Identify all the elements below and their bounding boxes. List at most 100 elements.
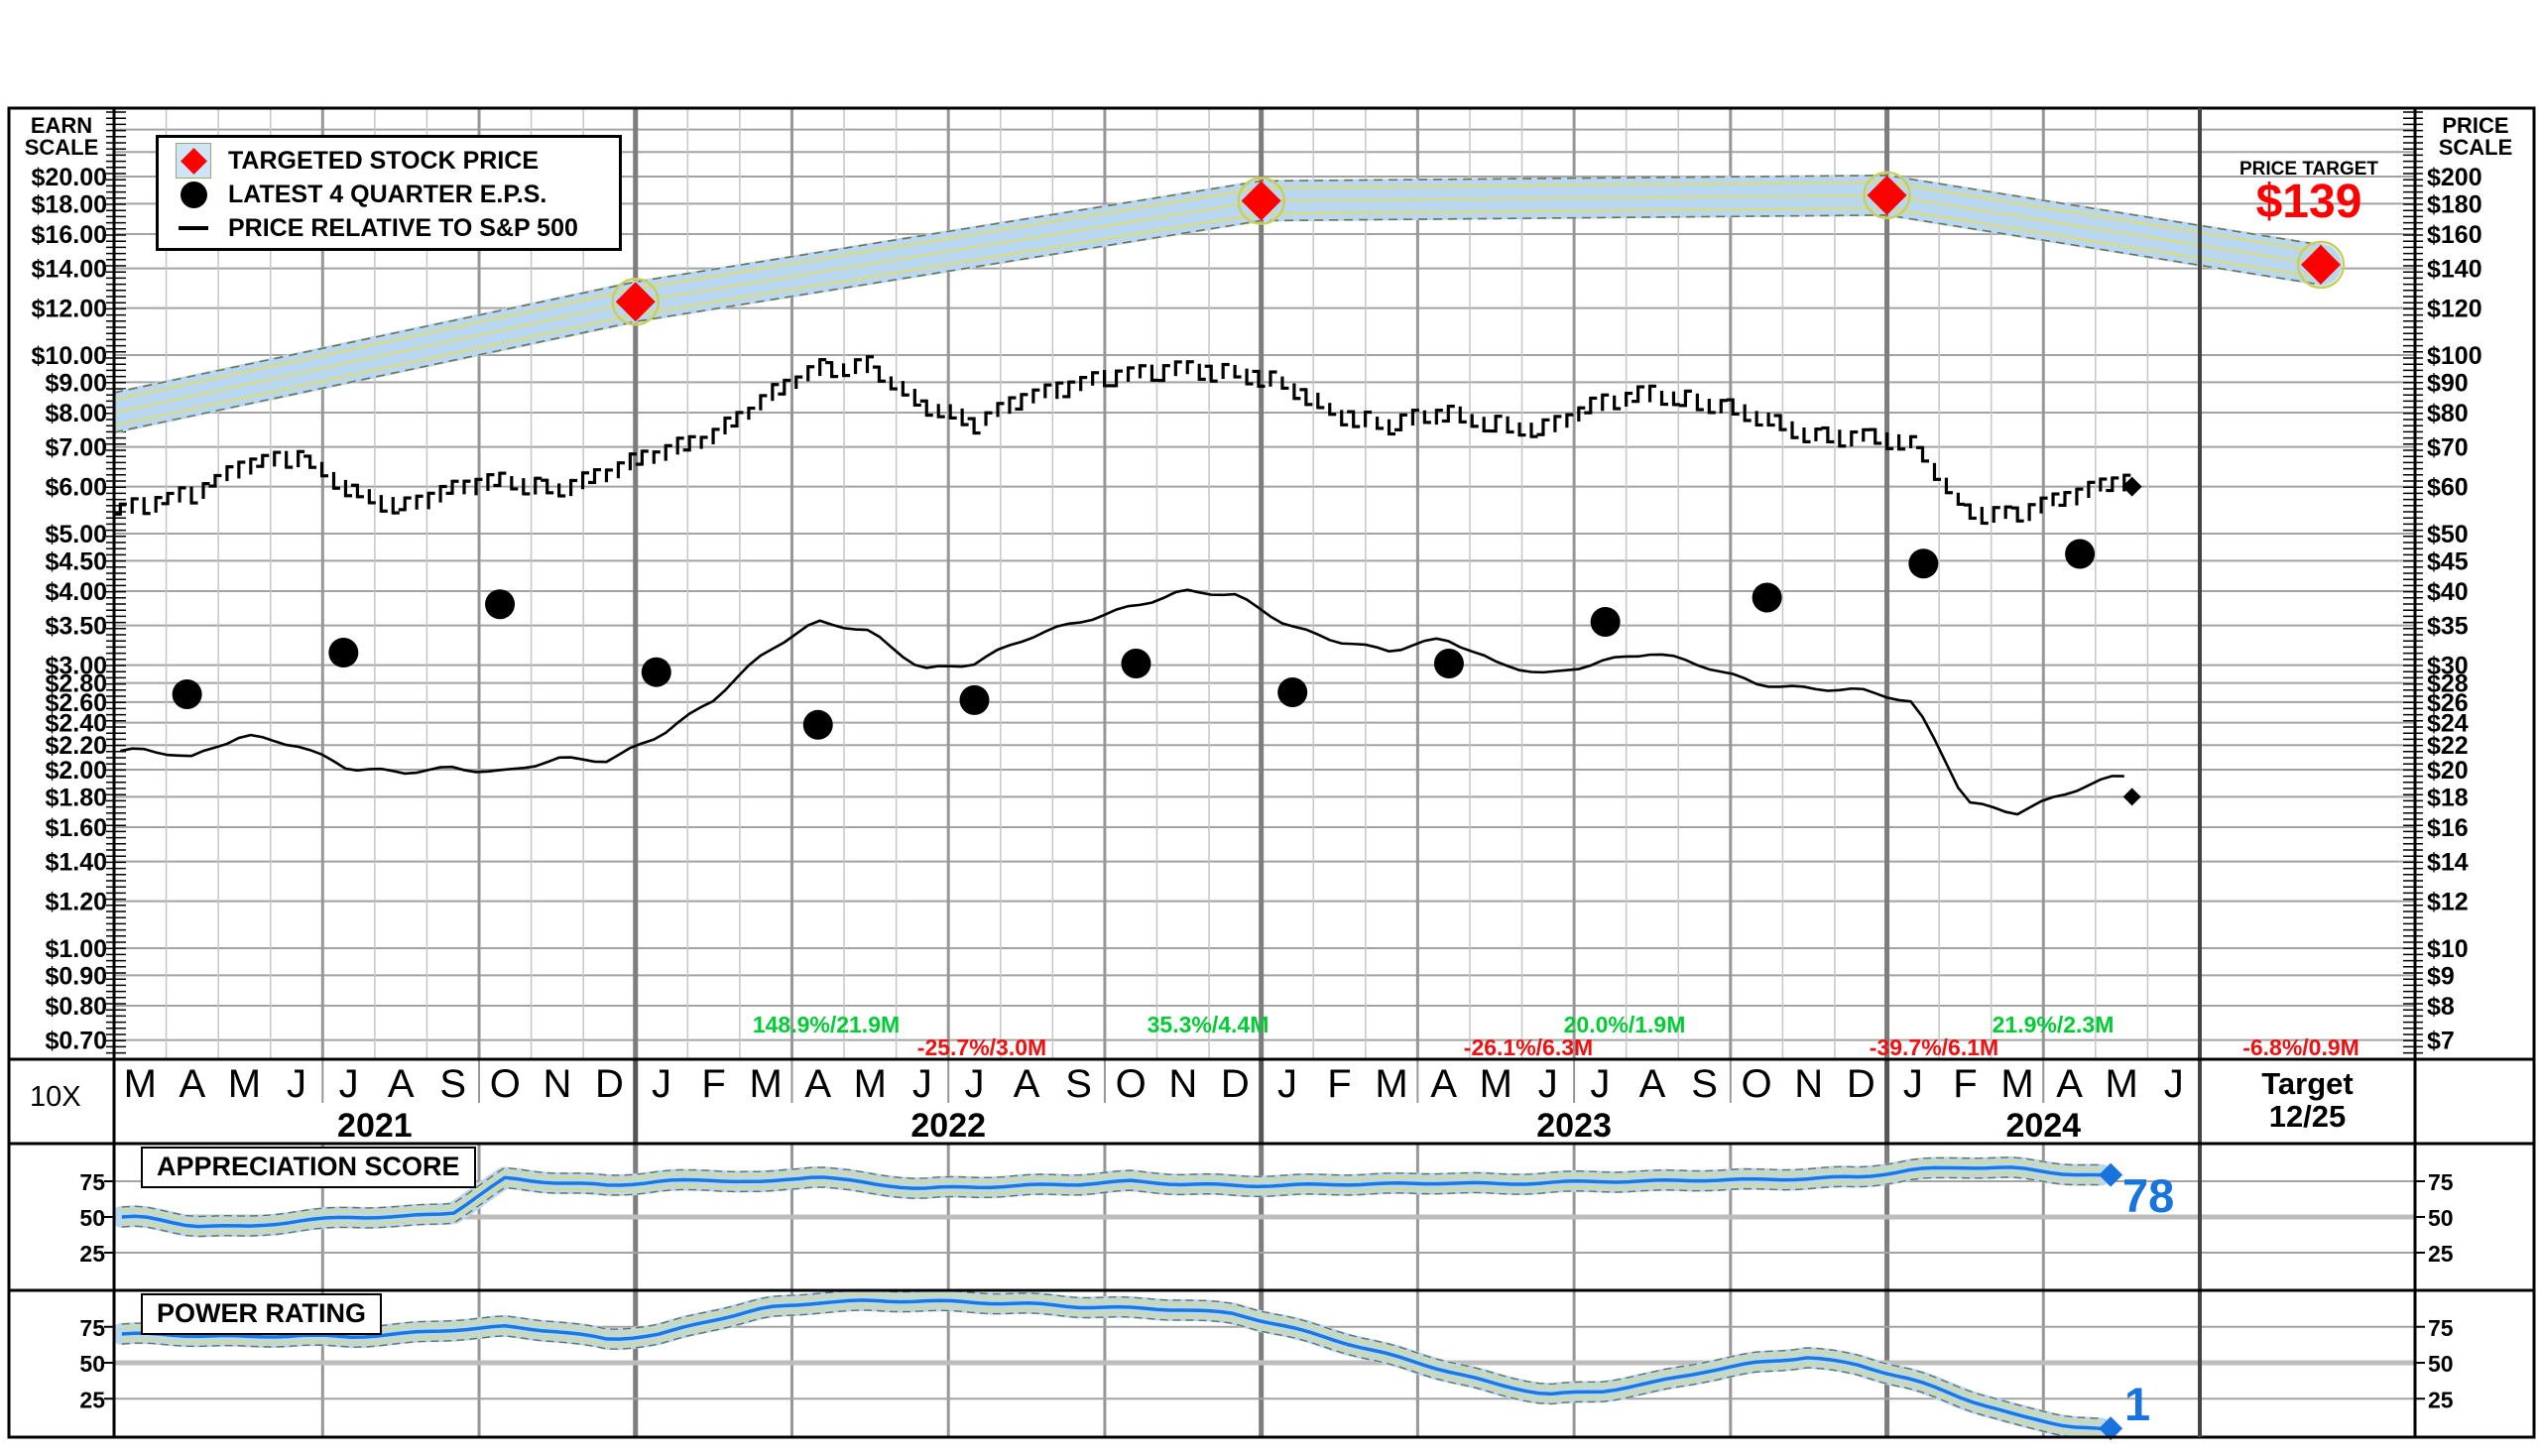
band-edge — [121, 1176, 2102, 1238]
eps-dot — [641, 657, 671, 687]
month-label: M — [1375, 1062, 1407, 1106]
month-label: A — [180, 1062, 206, 1106]
month-label: A — [388, 1062, 415, 1106]
earn-scale-label: $2.00 — [45, 757, 107, 785]
earn-scale-title-line2: SCALE — [24, 135, 99, 160]
earn-scale-label: $6.00 — [45, 474, 107, 502]
year-label: 2022 — [910, 1107, 986, 1145]
eps-dot — [1908, 548, 1939, 579]
panel-tick-label: 25 — [2428, 1387, 2454, 1412]
month-label: J — [1590, 1062, 1610, 1106]
month-label: J — [912, 1062, 932, 1106]
price-scale-label: $180 — [2427, 190, 2482, 218]
price-end-diamond-icon — [2121, 476, 2142, 497]
price-scale-label: $28 — [2427, 670, 2469, 698]
price-scale-label: $120 — [2427, 296, 2482, 323]
legend-item-targeted-price: TARGETED STOCK PRICE — [175, 143, 619, 179]
month-label: J — [964, 1062, 984, 1106]
eps-dot — [1277, 677, 1308, 708]
price-scale-label: $50 — [2427, 521, 2469, 548]
month-label: J — [287, 1062, 306, 1106]
month-label: J — [339, 1062, 359, 1106]
eps-dot — [485, 589, 516, 620]
month-label: A — [804, 1062, 831, 1106]
panel-tick-label: 50 — [79, 1351, 105, 1377]
month-label: O — [1116, 1062, 1147, 1106]
earn-scale-label: $2.20 — [45, 732, 107, 760]
price-scale-label: $8 — [2427, 993, 2455, 1021]
price-scale-label: $24 — [2427, 710, 2469, 738]
diamond-ring — [1863, 171, 1911, 220]
earn-scale-label: $9.00 — [45, 369, 107, 397]
panel-tick-label: 25 — [79, 1387, 105, 1412]
band-edge — [121, 1293, 2102, 1424]
price-target-value: $139 — [2255, 176, 2362, 228]
month-label: M — [750, 1062, 783, 1106]
month-label: N — [543, 1062, 571, 1106]
price-scale-label: $80 — [2427, 400, 2469, 427]
earn-scale-label: $3.00 — [45, 653, 107, 680]
price-scale-label: $20 — [2427, 757, 2469, 785]
month-label: J — [1538, 1062, 1558, 1106]
power-rating-value: 1 — [2124, 1378, 2151, 1430]
month-label: F — [1327, 1062, 1351, 1106]
power-rating-title: POWER RATING — [141, 1293, 382, 1335]
target-axis-cell: Target 12/25 — [2201, 1067, 2414, 1133]
band-edge — [121, 1305, 2102, 1436]
earn-scale-label: $1.60 — [45, 814, 107, 842]
month-label: D — [1221, 1062, 1250, 1106]
black-line-swatch-icon — [175, 226, 212, 230]
price-scale-label: $100 — [2427, 342, 2482, 370]
legend: TARGETED STOCK PRICE LATEST 4 QUARTER E.… — [156, 135, 622, 251]
red-diamond-swatch-icon — [175, 143, 212, 179]
legend-item-eps: LATEST 4 QUARTER E.P.S. — [175, 178, 619, 211]
month-label: O — [490, 1062, 521, 1106]
eps-dot — [1121, 648, 1151, 678]
earn-scale-label: $4.00 — [45, 578, 107, 606]
earn-scale-label: $0.70 — [45, 1028, 107, 1055]
month-label: O — [1742, 1062, 1772, 1106]
annotation-green: 148.9%/21.9M — [753, 1012, 900, 1037]
price-scale-label: $22 — [2427, 732, 2469, 760]
relative-end-diamond-icon — [2122, 788, 2141, 806]
month-label: F — [1953, 1062, 1977, 1106]
price-scale-label: $26 — [2427, 689, 2469, 717]
eps-dot — [959, 684, 990, 715]
panel-tick-label: 50 — [79, 1205, 105, 1231]
panel-tick-label: 75 — [2428, 1169, 2454, 1195]
earn-scale-label: $2.80 — [45, 670, 107, 698]
month-label: A — [1430, 1062, 1457, 1106]
eps-dot — [172, 678, 202, 709]
eps-dot — [2065, 539, 2096, 569]
earn-scale-label: $1.00 — [45, 935, 107, 963]
earn-scale-label: $0.90 — [45, 962, 107, 990]
month-label: A — [1639, 1062, 1666, 1106]
price-target-callout: PRICE TARGET $139 — [2204, 159, 2414, 228]
month-label: A — [2056, 1062, 2083, 1106]
earn-scale-label: $1.40 — [45, 849, 107, 877]
price-scale-label: $45 — [2427, 547, 2469, 575]
band-edge — [121, 1156, 2102, 1218]
panel-tick-label: 25 — [79, 1241, 105, 1267]
earn-scale-title-line1: EARN — [30, 113, 93, 138]
price-scale-label: $14 — [2427, 849, 2469, 877]
annotation-red: -25.7%/3.0M — [917, 1034, 1046, 1060]
month-label: N — [1168, 1062, 1197, 1106]
price-scale-label: $9 — [2427, 962, 2455, 990]
month-label: J — [652, 1062, 671, 1106]
price-scale-label: $140 — [2427, 256, 2482, 284]
panel-tick-label: 50 — [2428, 1205, 2454, 1231]
target-label-line2: 12/25 — [2268, 1099, 2347, 1134]
month-label: J — [1277, 1062, 1297, 1106]
price-scale-label: $16 — [2427, 814, 2469, 842]
scale-multiplier-note: 10X — [30, 1081, 81, 1113]
month-label: F — [701, 1062, 725, 1106]
earn-scale-label: $7.00 — [45, 434, 107, 462]
appreciation-score-title: APPRECIATION SCORE — [141, 1147, 476, 1188]
annotation-green: 20.0%/1.9M — [1564, 1012, 1686, 1037]
month-label: M — [2105, 1062, 2137, 1106]
earn-scale-label: $5.00 — [45, 521, 107, 548]
month-label: D — [595, 1062, 624, 1106]
outer-frame — [7, 106, 2536, 1439]
